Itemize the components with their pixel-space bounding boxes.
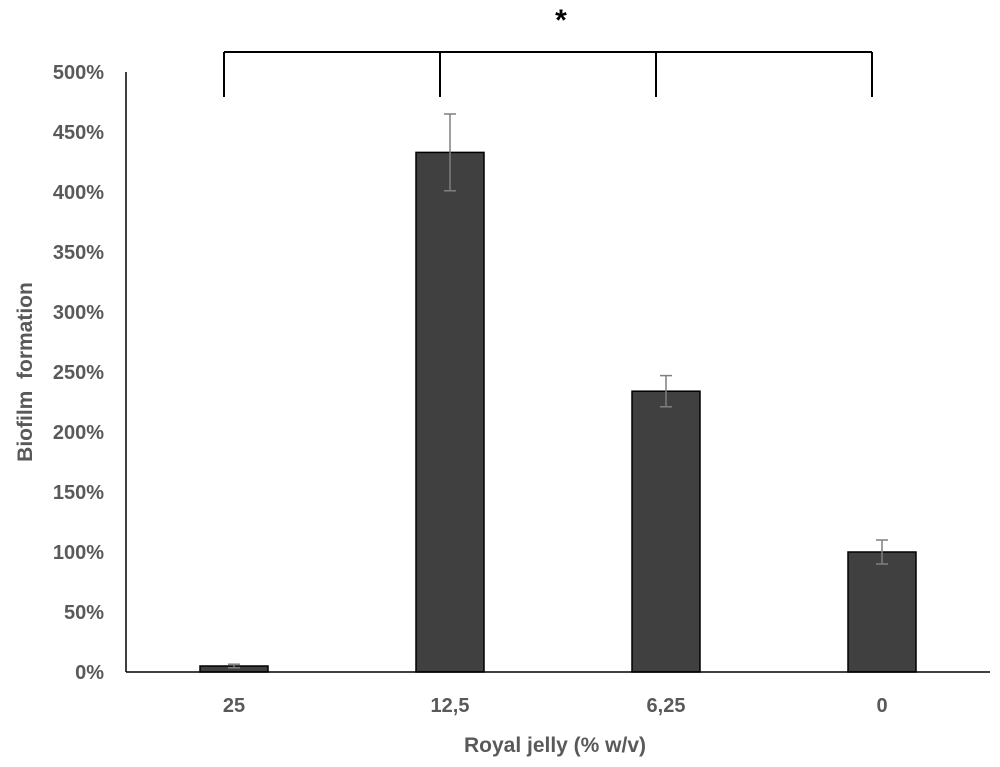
y-tick-label: 300% [53, 302, 104, 324]
bar [631, 390, 701, 673]
y-tick-label: 0% [75, 662, 104, 684]
x-axis-title: Royal jelly (% w/v) [464, 734, 646, 757]
significance-asterisk: * [555, 4, 567, 37]
y-tick-label: 150% [53, 482, 104, 504]
y-axis: 0% 50% 100% 150% 200% 250% 300% 350% 400% 450% 500… [53, 62, 127, 684]
x-tick-label: 25 [223, 695, 245, 717]
y-tick-label: 450% [53, 122, 104, 144]
y-tick-label: 400% [53, 182, 104, 204]
bar [415, 151, 485, 673]
y-tick-label: 100% [53, 542, 104, 564]
x-tick-label: 0 [876, 695, 887, 717]
x-tick-label: 12,5 [431, 695, 470, 717]
x-tick-label: 6,25 [647, 695, 686, 717]
y-tick-label: 500% [53, 62, 104, 84]
significance-bracket: * [223, 4, 873, 97]
y-tick-label: 200% [53, 422, 104, 444]
bar [847, 551, 917, 673]
bars [199, 113, 917, 673]
y-tick-label: 50% [64, 602, 104, 624]
y-axis-title: Biofilm formation [14, 282, 37, 462]
x-axis: 25 12,5 6,25 0 [126, 671, 990, 717]
y-tick-label: 250% [53, 362, 104, 384]
y-tick-label: 350% [53, 242, 104, 264]
